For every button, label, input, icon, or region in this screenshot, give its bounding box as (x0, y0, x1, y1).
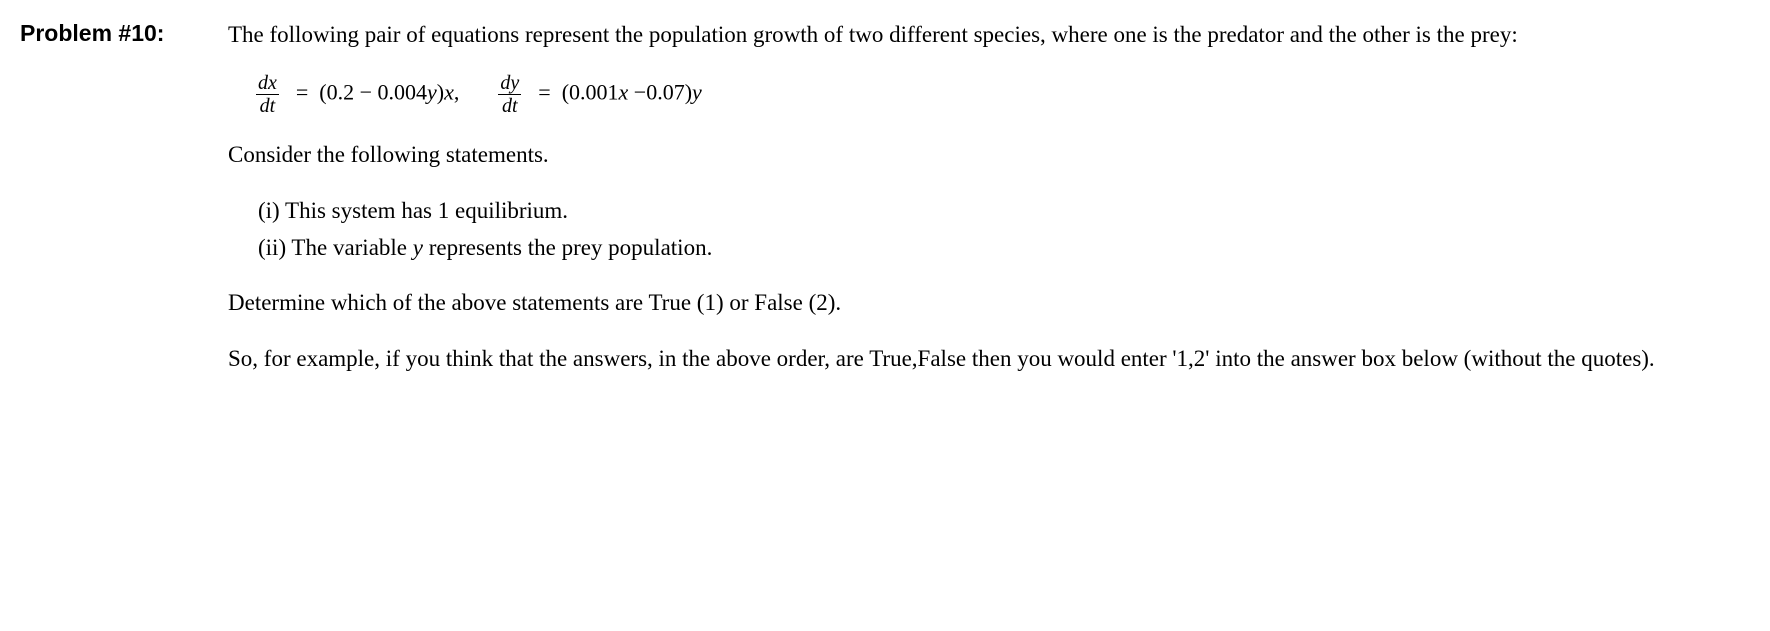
fraction-dy-dt: dy dt (498, 73, 521, 116)
intro-text: The following pair of equations represen… (228, 18, 1740, 51)
dx-denominator: dt (256, 95, 279, 116)
example-text: So, for example, if you think that the a… (228, 342, 1740, 375)
statement-2: (ii) The variable y represents the prey … (258, 231, 1740, 264)
eq2-var-x: x (619, 80, 629, 105)
determine-text: Determine which of the above statements … (228, 286, 1740, 319)
eq2-var-y: y (692, 80, 702, 105)
dy-numerator: dy (498, 73, 521, 95)
stmt2-part-a: (ii) The variable (258, 235, 413, 260)
equations-block: dx dt = (0.2 − 0.004y)x, dy dt = (0.001x… (256, 73, 1740, 116)
fraction-dx-dt: dx dt (256, 73, 279, 116)
stmt2-part-b: represents the prey population. (423, 235, 712, 260)
problem-number-label: Problem #10: (20, 18, 220, 47)
problem-content: The following pair of equations represen… (228, 18, 1740, 375)
statements-list: (i) This system has 1 equilibrium. (ii) … (258, 194, 1740, 265)
stmt2-variable: y (413, 235, 423, 260)
dx-numerator: dx (256, 73, 279, 95)
eq1-var-x: x (444, 80, 454, 105)
statement-1: (i) This system has 1 equilibrium. (258, 194, 1740, 227)
eq2-rhs-part2: −0.07) (628, 80, 692, 105)
eq-comma: , (454, 80, 460, 105)
consider-text: Consider the following statements. (228, 138, 1740, 171)
eq1-var-y: y (427, 80, 437, 105)
dy-denominator: dt (498, 95, 521, 116)
eq2-rhs-part1: = (0.001 (533, 80, 619, 105)
eq1-rhs-part1: = (0.2 − 0.004 (290, 80, 427, 105)
